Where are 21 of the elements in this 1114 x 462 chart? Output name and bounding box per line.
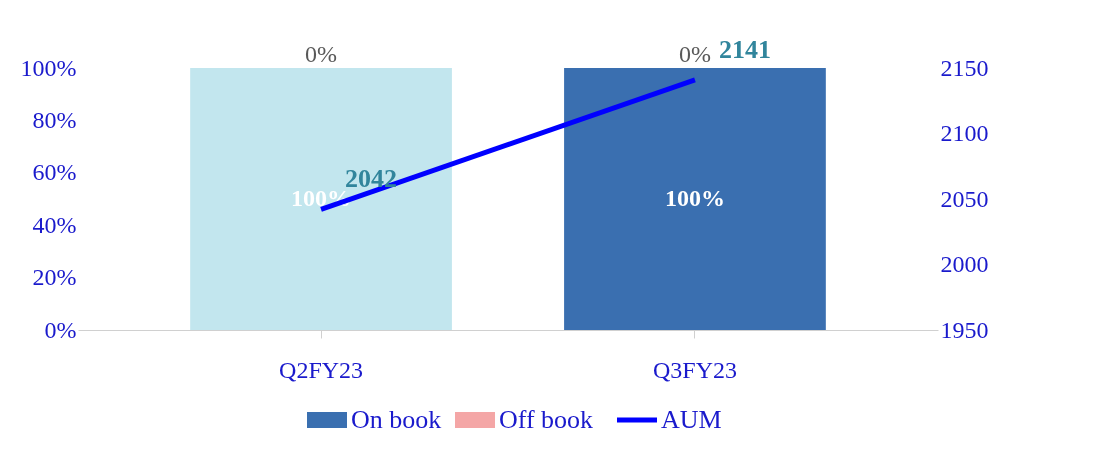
data-label: 2042 — [345, 164, 398, 194]
y2-tick-label: 1950 — [940, 316, 989, 343]
data-label: 2141 — [718, 34, 771, 64]
legend-label: Off book — [499, 405, 594, 434]
y2-tick-label: 2100 — [940, 120, 989, 146]
y2-tick-label: 2000 — [940, 251, 989, 277]
x-tick-label: Q3FY23 — [652, 356, 737, 383]
legend-label: On book — [351, 405, 442, 434]
y2-tick-label: 2150 — [940, 54, 989, 81]
y-tick-label: 40% — [32, 211, 77, 238]
legend-label: AUM — [661, 405, 722, 434]
data-label: 0% — [678, 41, 711, 67]
data-label: 100% — [664, 185, 725, 211]
data-label: 0% — [305, 41, 338, 67]
y-tick-label: 20% — [32, 264, 77, 291]
x-tick-label: Q2FY23 — [279, 356, 364, 383]
y-tick-label: 0% — [44, 316, 77, 343]
y-tick-label: 60% — [32, 159, 77, 186]
y-tick-label: 100% — [20, 54, 77, 81]
y-tick-label: 80% — [32, 106, 77, 133]
y2-tick-label: 2050 — [940, 185, 989, 212]
